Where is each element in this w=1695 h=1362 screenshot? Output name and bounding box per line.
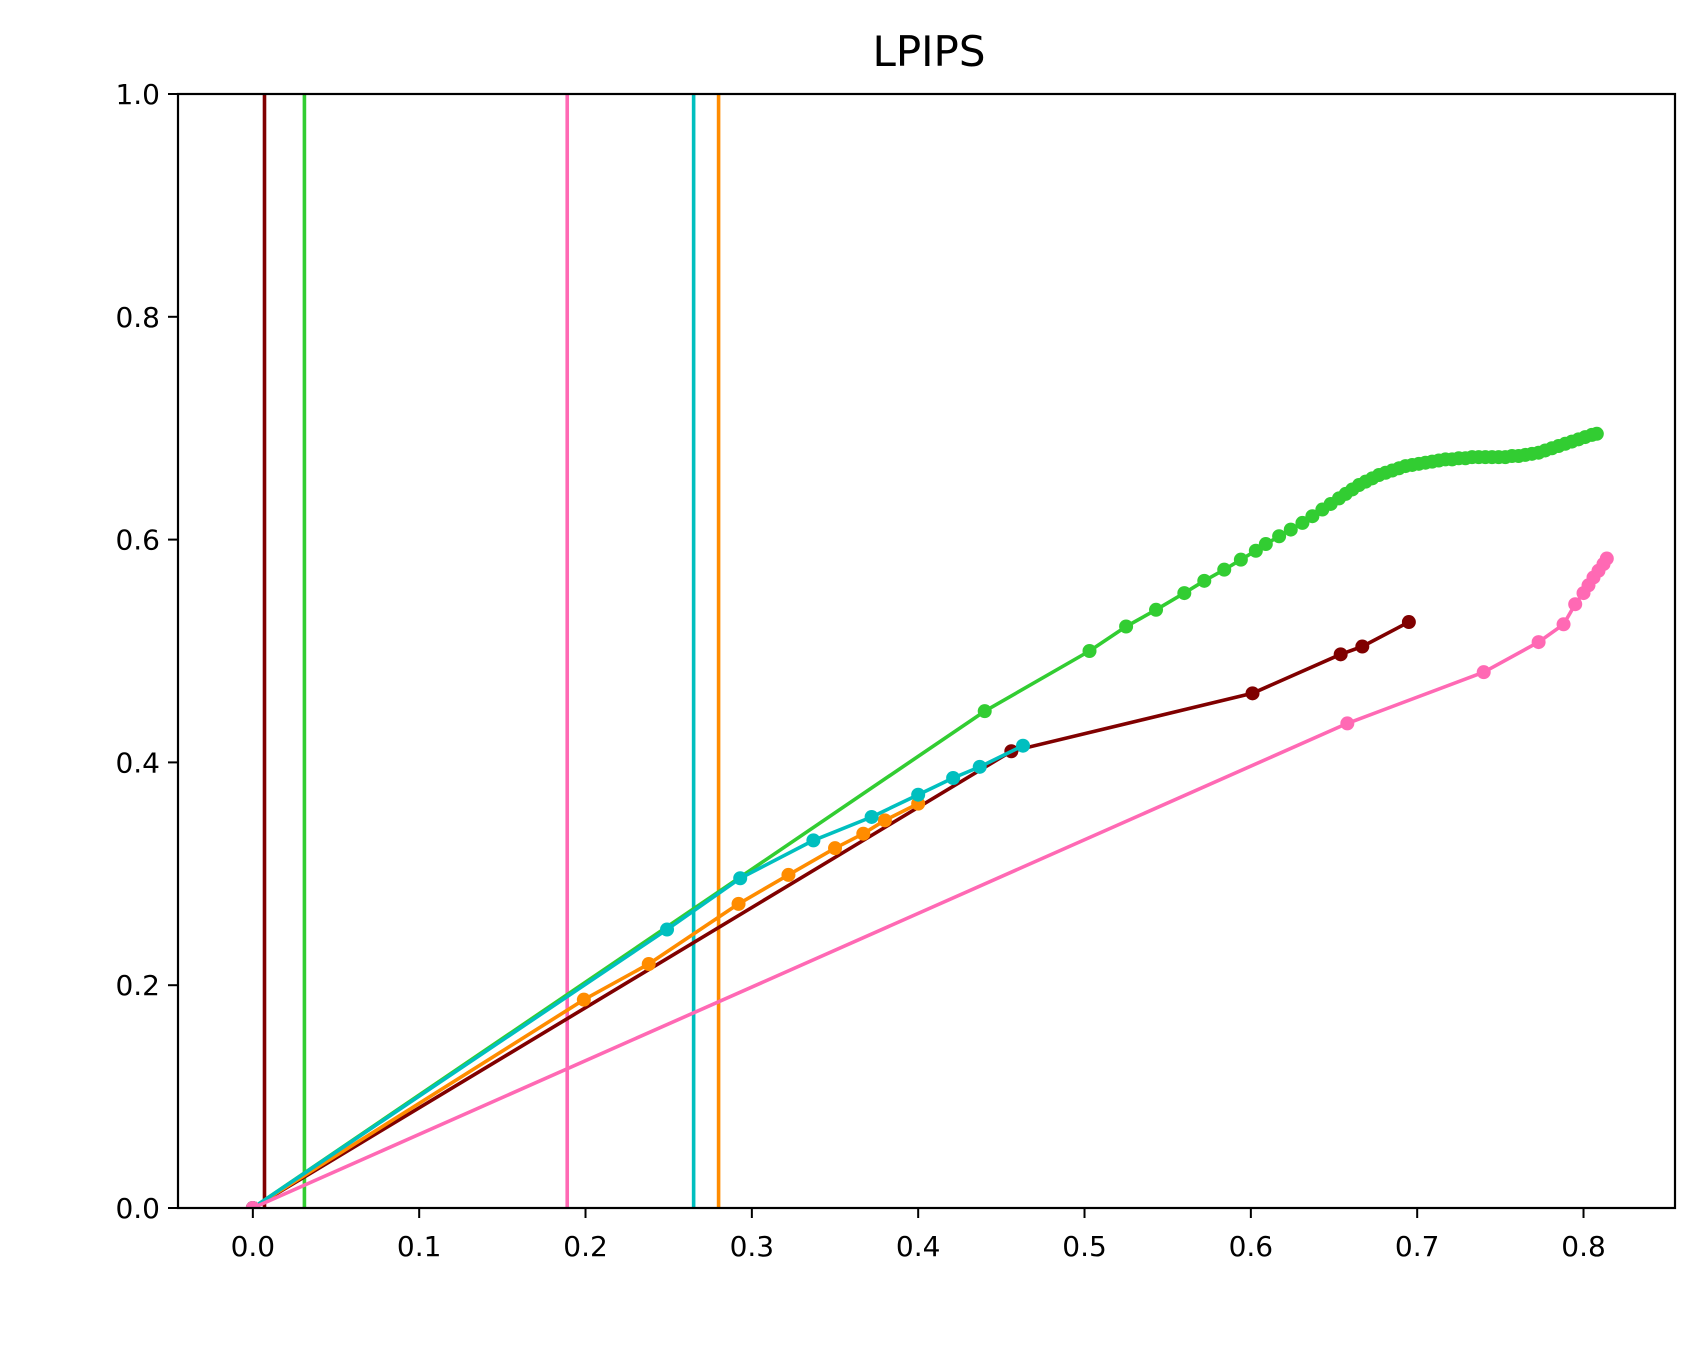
series-4-point	[972, 759, 987, 774]
series-1-point	[1248, 543, 1263, 558]
series-5-point	[1556, 617, 1571, 632]
series-1-point	[1233, 552, 1248, 567]
series-5-point	[1476, 665, 1491, 680]
series-1-point	[1305, 509, 1320, 524]
series-3-point	[828, 841, 843, 856]
series-1-point	[1589, 426, 1604, 441]
series-3-point	[781, 867, 796, 882]
series-3-point	[576, 992, 591, 1007]
x-tick-label: 0.2	[563, 1230, 608, 1263]
series-1-point	[1119, 619, 1134, 634]
x-tick-label: 0.6	[1229, 1230, 1274, 1263]
series-1-line	[251, 431, 1599, 1208]
y-tick-label: 0.0	[115, 1192, 160, 1225]
series-3-point	[731, 896, 746, 911]
series-5-point	[1531, 635, 1546, 650]
y-tick-label: 0.2	[115, 969, 160, 1002]
series-4-point	[946, 770, 961, 785]
plot-content	[245, 94, 1614, 1208]
series-4-point	[1015, 738, 1030, 753]
series-2-point	[1355, 639, 1370, 654]
series-2-point	[1333, 647, 1348, 662]
series-4-point	[806, 833, 821, 848]
series-1-point	[1295, 515, 1310, 530]
x-tick-label: 0.1	[397, 1230, 442, 1263]
axes: 0.0 0.1 0.2 0.3 0.4 0.5 0.6 0.7 0.8 0.0 0.2 0.4 0.6 0…	[115, 78, 1677, 1263]
series-5-point	[245, 1201, 260, 1208]
chart-title: LPIPS	[872, 27, 985, 76]
series-5-point	[1599, 551, 1614, 566]
y-tick-label: 0.6	[115, 524, 160, 557]
series-1-point	[1258, 537, 1273, 552]
series-4-point	[733, 871, 748, 886]
series-1-point	[1272, 529, 1287, 544]
x-tick-label: 0.4	[896, 1230, 941, 1263]
y-tick-label: 1.0	[115, 78, 160, 111]
series-1-point	[1283, 522, 1298, 537]
series-1-point	[977, 704, 992, 719]
series-1-point	[1082, 644, 1097, 658]
series-2-point	[1245, 686, 1260, 701]
series-3-point	[877, 813, 892, 828]
x-tick-label: 0.5	[1062, 1230, 1107, 1263]
series-4-point	[660, 922, 675, 937]
series-1-point	[1149, 602, 1164, 617]
x-tick-label: 0.0	[231, 1230, 276, 1263]
series-3-point	[856, 826, 871, 841]
series-1-point	[1197, 573, 1212, 588]
plot-area	[245, 94, 1614, 1208]
series-1-point	[1217, 562, 1232, 577]
series-5-line	[251, 556, 1609, 1208]
series-4-point	[911, 787, 926, 802]
x-tick-label: 0.7	[1395, 1230, 1440, 1263]
y-tick-label: 0.4	[115, 746, 160, 779]
y-tick-label: 0.8	[115, 301, 160, 334]
series-5-point	[1568, 597, 1583, 612]
series-2-point	[1401, 615, 1416, 630]
x-tick-label: 0.8	[1561, 1230, 1606, 1263]
series-4-point	[864, 809, 879, 824]
series-5-point	[1340, 716, 1355, 731]
series-1-point	[1177, 586, 1192, 601]
x-tick-label: 0.3	[730, 1230, 775, 1263]
series-2-line	[251, 620, 1411, 1208]
series-3-point	[641, 957, 656, 972]
plot-frame	[176, 92, 1677, 1210]
